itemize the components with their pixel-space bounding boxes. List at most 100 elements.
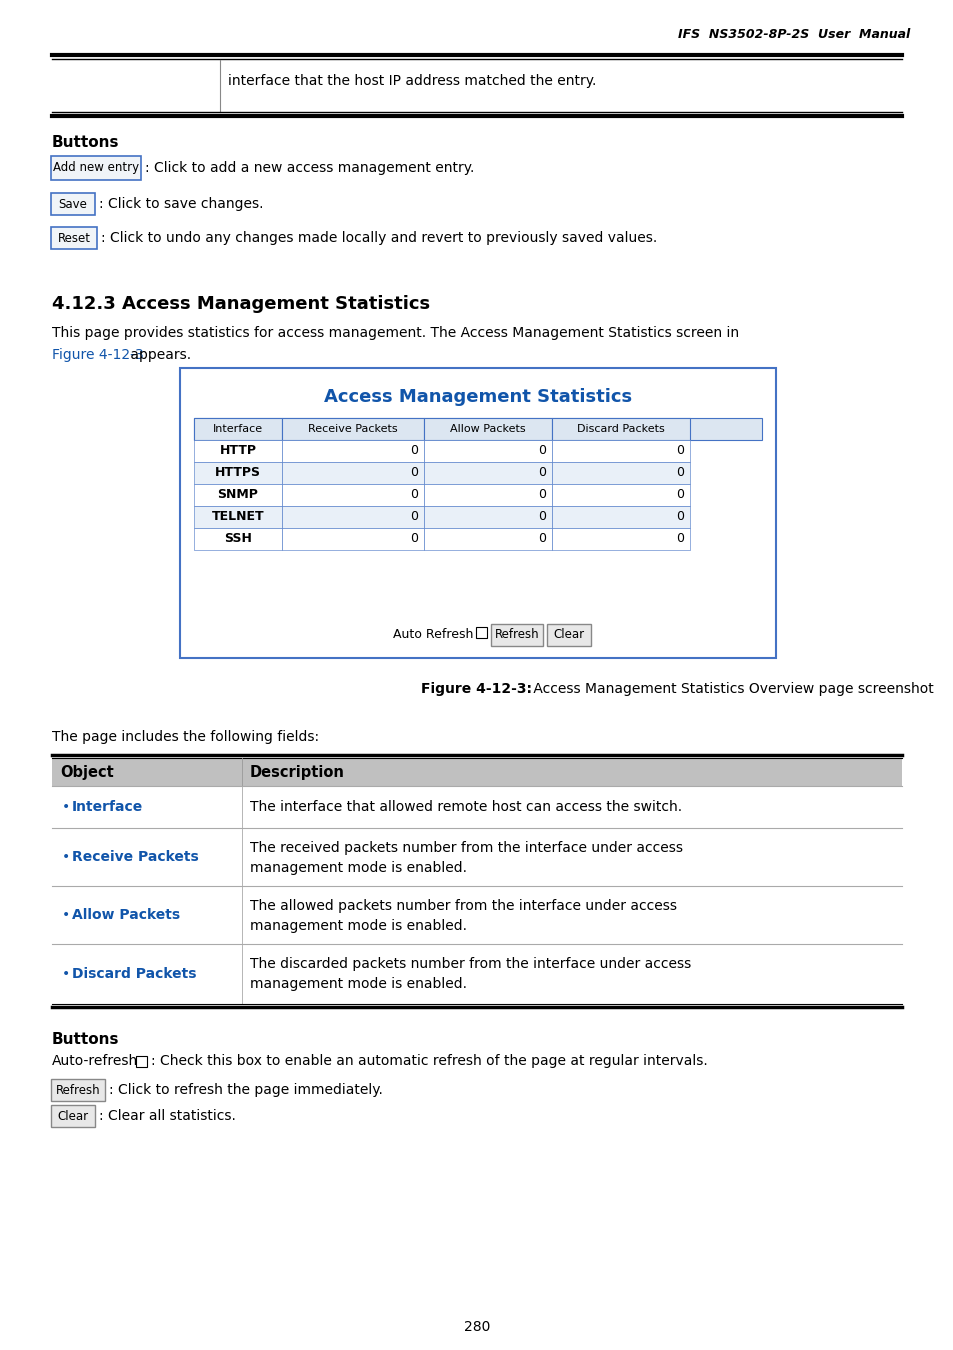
Text: Description: Description bbox=[250, 764, 345, 779]
Bar bbox=[282, 506, 423, 528]
Text: 0: 0 bbox=[537, 510, 545, 524]
Text: Interface: Interface bbox=[71, 801, 143, 814]
Text: Clear: Clear bbox=[57, 1110, 89, 1122]
Text: The page includes the following fields:: The page includes the following fields: bbox=[52, 730, 319, 744]
Text: •: • bbox=[62, 909, 71, 922]
Text: 4.12.3 Access Management Statistics: 4.12.3 Access Management Statistics bbox=[52, 296, 430, 313]
Bar bbox=[193, 528, 282, 549]
Bar bbox=[282, 462, 423, 485]
Text: 0: 0 bbox=[537, 532, 545, 545]
Text: •: • bbox=[62, 801, 71, 814]
Text: •: • bbox=[62, 967, 71, 981]
Text: The discarded packets number from the interface under access: The discarded packets number from the in… bbox=[250, 957, 691, 971]
Text: IFS  NS3502-8P-2S  User  Manual: IFS NS3502-8P-2S User Manual bbox=[677, 28, 909, 40]
Text: Figure 4-12-3: Figure 4-12-3 bbox=[52, 348, 144, 362]
Text: TELNET: TELNET bbox=[212, 510, 264, 524]
Bar bbox=[423, 462, 552, 485]
Bar bbox=[552, 506, 689, 528]
Text: HTTPS: HTTPS bbox=[214, 467, 261, 479]
Bar bbox=[193, 418, 761, 440]
Text: Buttons: Buttons bbox=[52, 135, 119, 150]
Text: This page provides statistics for access management. The Access Management Stati: This page provides statistics for access… bbox=[52, 325, 739, 340]
Text: Interface: Interface bbox=[213, 424, 263, 433]
Bar bbox=[52, 757, 901, 786]
Text: The interface that allowed remote host can access the switch.: The interface that allowed remote host c… bbox=[250, 801, 681, 814]
Text: 0: 0 bbox=[537, 467, 545, 479]
Text: SNMP: SNMP bbox=[217, 489, 258, 501]
Text: management mode is enabled.: management mode is enabled. bbox=[250, 861, 467, 875]
Text: : Click to add a new access management entry.: : Click to add a new access management e… bbox=[145, 161, 474, 176]
Bar bbox=[282, 485, 423, 506]
Text: 0: 0 bbox=[676, 532, 683, 545]
Text: Clear: Clear bbox=[553, 629, 584, 641]
Text: 0: 0 bbox=[537, 444, 545, 458]
Text: : Click to save changes.: : Click to save changes. bbox=[99, 197, 263, 211]
Text: : Click to refresh the page immediately.: : Click to refresh the page immediately. bbox=[109, 1083, 382, 1098]
Bar bbox=[552, 485, 689, 506]
Bar bbox=[193, 462, 282, 485]
FancyBboxPatch shape bbox=[51, 227, 97, 248]
Bar bbox=[136, 1056, 147, 1066]
Bar bbox=[423, 418, 552, 440]
Bar bbox=[552, 418, 689, 440]
FancyBboxPatch shape bbox=[546, 624, 590, 647]
Text: : Click to undo any changes made locally and revert to previously saved values.: : Click to undo any changes made locally… bbox=[101, 231, 657, 244]
Text: Receive Packets: Receive Packets bbox=[308, 424, 397, 433]
Bar bbox=[552, 440, 689, 462]
Bar bbox=[193, 440, 282, 462]
Text: The allowed packets number from the interface under access: The allowed packets number from the inte… bbox=[250, 899, 677, 913]
Text: Allow Packets: Allow Packets bbox=[450, 424, 525, 433]
Text: 0: 0 bbox=[676, 444, 683, 458]
Text: Buttons: Buttons bbox=[52, 1031, 119, 1048]
FancyBboxPatch shape bbox=[51, 1106, 95, 1127]
Text: Discard Packets: Discard Packets bbox=[71, 967, 196, 981]
Text: 0: 0 bbox=[410, 467, 417, 479]
Text: Reset: Reset bbox=[57, 231, 91, 244]
Text: management mode is enabled.: management mode is enabled. bbox=[250, 977, 467, 991]
Text: •: • bbox=[62, 850, 71, 864]
Bar bbox=[423, 506, 552, 528]
Bar bbox=[282, 528, 423, 549]
Text: appears.: appears. bbox=[126, 348, 191, 362]
Text: Access Management Statistics: Access Management Statistics bbox=[324, 387, 632, 406]
Text: Auto-refresh: Auto-refresh bbox=[52, 1054, 138, 1068]
FancyBboxPatch shape bbox=[491, 624, 542, 647]
Text: Discard Packets: Discard Packets bbox=[577, 424, 664, 433]
Text: management mode is enabled.: management mode is enabled. bbox=[250, 919, 467, 933]
Text: 0: 0 bbox=[676, 489, 683, 501]
Text: interface that the host IP address matched the entry.: interface that the host IP address match… bbox=[228, 74, 596, 88]
Text: Receive Packets: Receive Packets bbox=[71, 850, 198, 864]
Text: 0: 0 bbox=[410, 510, 417, 524]
Bar bbox=[423, 485, 552, 506]
Text: : Clear all statistics.: : Clear all statistics. bbox=[99, 1108, 235, 1123]
Bar bbox=[193, 506, 282, 528]
Bar bbox=[423, 440, 552, 462]
Text: Refresh: Refresh bbox=[55, 1084, 100, 1096]
Text: 0: 0 bbox=[676, 510, 683, 524]
Text: HTTP: HTTP bbox=[219, 444, 256, 458]
Bar bbox=[423, 528, 552, 549]
Bar bbox=[282, 418, 423, 440]
Text: 0: 0 bbox=[410, 444, 417, 458]
Bar bbox=[193, 485, 282, 506]
FancyBboxPatch shape bbox=[51, 157, 141, 180]
Text: 0: 0 bbox=[537, 489, 545, 501]
Text: Refresh: Refresh bbox=[495, 629, 538, 641]
Text: SSH: SSH bbox=[224, 532, 252, 545]
Text: 0: 0 bbox=[410, 532, 417, 545]
FancyBboxPatch shape bbox=[51, 193, 95, 215]
Bar bbox=[552, 462, 689, 485]
Text: Allow Packets: Allow Packets bbox=[71, 909, 180, 922]
Text: Access Management Statistics Overview page screenshot: Access Management Statistics Overview pa… bbox=[529, 682, 933, 697]
Text: Figure 4-12-3:: Figure 4-12-3: bbox=[421, 682, 532, 697]
Text: 0: 0 bbox=[410, 489, 417, 501]
Text: 0: 0 bbox=[676, 467, 683, 479]
Text: The received packets number from the interface under access: The received packets number from the int… bbox=[250, 841, 682, 855]
Bar bbox=[193, 418, 282, 440]
Text: Object: Object bbox=[60, 764, 113, 779]
Text: Add new entry: Add new entry bbox=[52, 162, 139, 174]
FancyBboxPatch shape bbox=[51, 1079, 105, 1102]
Text: : Check this box to enable an automatic refresh of the page at regular intervals: : Check this box to enable an automatic … bbox=[151, 1054, 707, 1068]
Text: 280: 280 bbox=[463, 1320, 490, 1334]
Text: Save: Save bbox=[58, 197, 88, 211]
